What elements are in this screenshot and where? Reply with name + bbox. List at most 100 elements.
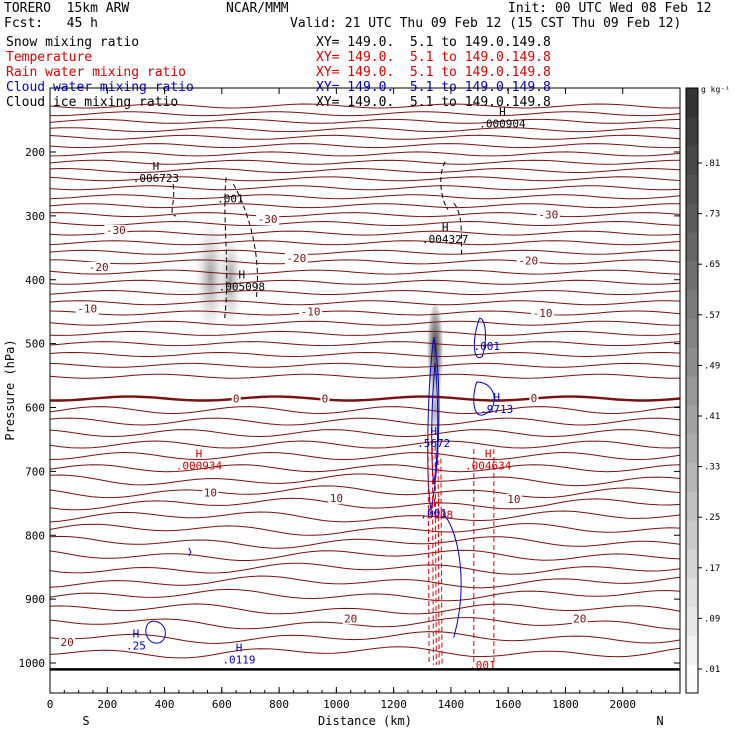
temperature-label: -10 bbox=[533, 307, 553, 320]
x-tick-label: 400 bbox=[155, 698, 175, 711]
cloud-water-contour bbox=[431, 362, 439, 485]
max-value-label: .3908 bbox=[420, 509, 453, 522]
temperature-label-bg bbox=[531, 307, 555, 319]
temperature-contour bbox=[49, 240, 681, 246]
temperature-label-bg bbox=[536, 209, 560, 221]
temperature-label-bg bbox=[256, 214, 280, 226]
temperature-contour bbox=[49, 473, 681, 487]
temperature-contour bbox=[49, 269, 681, 275]
cloud-water-contour bbox=[145, 620, 166, 644]
temperature-label: 0 bbox=[233, 393, 240, 406]
rain-water-contour bbox=[440, 458, 443, 665]
temperature-contour bbox=[49, 151, 681, 157]
temperature-label-bg bbox=[202, 487, 219, 499]
colorbar-segment bbox=[686, 289, 698, 319]
x-axis-title: Distance (km) bbox=[318, 714, 412, 728]
colorbar-tick-label: .17 bbox=[704, 564, 720, 574]
colorbar-segment bbox=[686, 318, 698, 348]
temperature-contour bbox=[49, 351, 681, 358]
field-name-rain: Rain water mixing ratio bbox=[6, 65, 187, 80]
colorbar-segment bbox=[686, 404, 698, 435]
x-tick-label: 1000 bbox=[323, 698, 350, 711]
colorbar-tick-label: .81 bbox=[704, 159, 720, 169]
max-value-label: .25 bbox=[126, 639, 146, 652]
x-tick-label: 600 bbox=[212, 698, 232, 711]
temperature-contour bbox=[49, 373, 681, 379]
colorbar-segment bbox=[686, 347, 698, 377]
max-marker-label: H bbox=[485, 447, 492, 460]
temperature-label-bg bbox=[284, 253, 308, 265]
temperature-label-bg bbox=[516, 255, 540, 267]
y-tick-label: 800 bbox=[25, 529, 45, 542]
y-tick-label: 600 bbox=[25, 402, 45, 415]
colorbar-segment bbox=[686, 664, 698, 694]
rain-water-contour bbox=[434, 445, 437, 665]
colorbar-tick-label: .09 bbox=[704, 614, 720, 624]
field-name-temperature: Temperature bbox=[6, 50, 93, 65]
temperature-label: -10 bbox=[301, 306, 321, 319]
temperature-contour bbox=[49, 212, 681, 218]
temperature-contour bbox=[49, 341, 681, 347]
x-tick-label: 1200 bbox=[380, 698, 407, 711]
chart-axes: 0 200 400 600 800 1000 1200 1400 1600 1800 2000200… bbox=[3, 87, 681, 728]
temperature-contour bbox=[49, 143, 681, 149]
temperature-contour-zero bbox=[50, 395, 681, 402]
colorbar-tick-label: .65 bbox=[704, 260, 720, 270]
y-tick-label: 400 bbox=[25, 274, 45, 287]
colorbar-segment bbox=[686, 606, 698, 636]
temperature-contour bbox=[49, 320, 681, 326]
max-value-label: .004634 bbox=[465, 459, 512, 472]
temperature-contour bbox=[49, 103, 681, 109]
temperature-contour bbox=[49, 549, 681, 561]
temperature-label-bg bbox=[299, 306, 323, 318]
x-tick-label: 800 bbox=[269, 698, 289, 711]
temperature-contour bbox=[49, 631, 681, 644]
x-tick-label: 0 bbox=[47, 698, 54, 711]
max-marker-label: H bbox=[433, 497, 440, 510]
temperature-contour bbox=[50, 259, 681, 265]
max-value-label: .5672 bbox=[417, 437, 450, 450]
cloud-water-contour bbox=[188, 547, 192, 557]
temperature-label: -30 bbox=[106, 224, 126, 237]
temperature-contour bbox=[49, 220, 681, 227]
x-end-label-north: N bbox=[656, 714, 663, 728]
colorbar-segment bbox=[686, 174, 698, 204]
colorbar-tick-label: .25 bbox=[704, 513, 720, 523]
x-tick-label: 1800 bbox=[552, 698, 579, 711]
colorbar-frame bbox=[685, 87, 699, 694]
temperature-contour bbox=[50, 111, 681, 117]
cloud-ice-contour bbox=[232, 183, 258, 299]
field-xy-rain: XY= 149.0. 5.1 to 149.0.149.8 bbox=[316, 65, 551, 80]
temperature-label-bg bbox=[104, 224, 128, 236]
max-value-label: .006723 bbox=[133, 172, 179, 185]
contour-value-label: .001 bbox=[473, 340, 500, 353]
colorbar-segment bbox=[686, 433, 698, 464]
cloud-water-contour bbox=[427, 337, 440, 510]
temperature-contour bbox=[49, 300, 681, 306]
temperature-label: -20 bbox=[286, 252, 306, 265]
temperature-contours bbox=[49, 103, 681, 659]
contour-value-label: .001 bbox=[217, 193, 244, 206]
temperature-label-bg bbox=[59, 636, 76, 648]
temperature-contour bbox=[49, 417, 681, 426]
y-axis-title: Pressure (hPa) bbox=[3, 339, 17, 440]
temperature-label: -30 bbox=[258, 213, 278, 226]
init-time: Init: 00 UTC Wed 08 Feb 12 bbox=[508, 1, 712, 16]
snow-shading bbox=[194, 214, 445, 443]
colorbar-segment bbox=[686, 577, 698, 608]
field-name-snow: Snow mixing ratio bbox=[6, 35, 140, 50]
colorbar-segment bbox=[686, 491, 698, 521]
temperature-contour bbox=[49, 523, 681, 536]
temperature-contour bbox=[49, 406, 681, 415]
colorbar-tick-label: .33 bbox=[704, 463, 720, 473]
temperature-contour bbox=[49, 118, 681, 124]
colorbar-tick-label: .49 bbox=[704, 361, 720, 371]
temperature-label-bg bbox=[342, 613, 359, 625]
temperature-contour bbox=[49, 646, 681, 659]
colorbar-segment bbox=[686, 376, 698, 406]
temperature-contour bbox=[49, 127, 681, 133]
colorbar-segment bbox=[686, 520, 698, 550]
max-value-label: .0119 bbox=[222, 654, 255, 667]
temperature-contour bbox=[49, 362, 681, 368]
